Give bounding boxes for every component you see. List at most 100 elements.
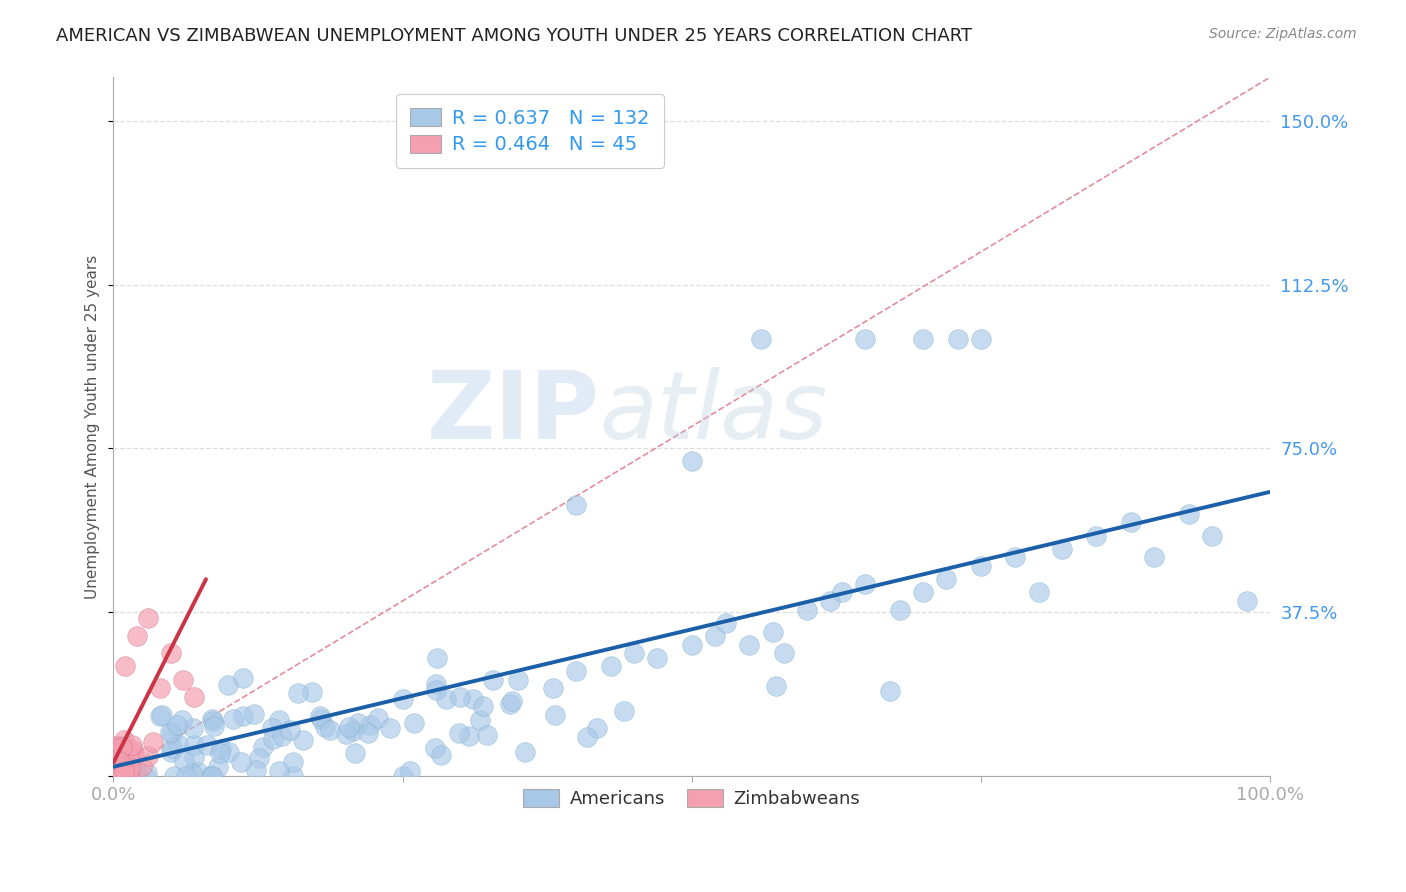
Point bbox=[150, 708, 173, 723]
Point bbox=[1201, 528, 1223, 542]
Point bbox=[167, 737, 190, 751]
Point bbox=[103, 743, 125, 757]
Point bbox=[281, 755, 304, 769]
Point bbox=[108, 762, 131, 776]
Point bbox=[831, 585, 853, 599]
Point bbox=[392, 692, 415, 706]
Point bbox=[911, 332, 934, 346]
Point bbox=[267, 713, 290, 727]
Point bbox=[103, 747, 125, 761]
Point bbox=[513, 745, 536, 759]
Point bbox=[160, 740, 183, 755]
Point bbox=[114, 659, 136, 673]
Point bbox=[252, 739, 274, 754]
Point bbox=[946, 332, 969, 346]
Point bbox=[773, 646, 796, 660]
Text: Source: ZipAtlas.com: Source: ZipAtlas.com bbox=[1209, 27, 1357, 41]
Point bbox=[104, 749, 127, 764]
Point bbox=[103, 741, 125, 756]
Point bbox=[107, 742, 129, 756]
Point bbox=[281, 768, 304, 782]
Point bbox=[576, 731, 599, 745]
Point bbox=[201, 768, 224, 782]
Point bbox=[457, 729, 479, 743]
Point bbox=[122, 768, 145, 782]
Point bbox=[703, 629, 725, 643]
Point bbox=[110, 755, 132, 769]
Point bbox=[121, 739, 143, 753]
Point bbox=[115, 756, 138, 771]
Point bbox=[681, 638, 703, 652]
Point bbox=[319, 723, 342, 737]
Point bbox=[541, 681, 564, 696]
Point bbox=[124, 760, 146, 774]
Point bbox=[267, 764, 290, 778]
Point bbox=[260, 721, 283, 735]
Point bbox=[136, 749, 159, 764]
Point bbox=[508, 673, 530, 687]
Point bbox=[425, 677, 447, 691]
Point bbox=[367, 711, 389, 725]
Point bbox=[149, 681, 172, 696]
Point bbox=[201, 768, 224, 782]
Point bbox=[392, 768, 415, 782]
Point bbox=[399, 764, 422, 778]
Point bbox=[359, 718, 381, 732]
Point bbox=[970, 559, 993, 574]
Point bbox=[599, 659, 621, 673]
Point bbox=[183, 690, 205, 704]
Point bbox=[209, 742, 232, 756]
Point bbox=[378, 721, 401, 735]
Point bbox=[111, 739, 134, 754]
Point bbox=[820, 594, 842, 608]
Text: atlas: atlas bbox=[599, 367, 827, 458]
Point bbox=[585, 722, 607, 736]
Point bbox=[136, 611, 159, 625]
Point bbox=[110, 744, 132, 758]
Point bbox=[111, 740, 134, 755]
Point bbox=[170, 713, 193, 727]
Point bbox=[107, 747, 129, 762]
Point bbox=[209, 746, 232, 760]
Point bbox=[104, 762, 127, 776]
Point bbox=[183, 738, 205, 752]
Point bbox=[449, 690, 471, 704]
Point bbox=[308, 709, 330, 723]
Point bbox=[160, 725, 183, 739]
Point bbox=[357, 726, 380, 740]
Point bbox=[911, 585, 934, 599]
Point bbox=[301, 685, 323, 699]
Point bbox=[716, 615, 738, 630]
Point bbox=[544, 708, 567, 723]
Point bbox=[565, 498, 588, 512]
Point bbox=[245, 763, 267, 777]
Point bbox=[970, 332, 993, 346]
Point bbox=[159, 724, 181, 739]
Point bbox=[131, 758, 153, 772]
Point bbox=[120, 761, 142, 775]
Point bbox=[681, 454, 703, 468]
Point bbox=[471, 698, 494, 713]
Point bbox=[181, 766, 204, 780]
Point bbox=[108, 768, 131, 782]
Point bbox=[229, 756, 252, 770]
Point bbox=[114, 758, 136, 772]
Point bbox=[166, 717, 188, 731]
Point bbox=[935, 572, 957, 586]
Point bbox=[107, 753, 129, 767]
Point bbox=[335, 727, 357, 741]
Point bbox=[125, 768, 148, 782]
Point bbox=[142, 735, 165, 749]
Point bbox=[187, 764, 209, 779]
Point bbox=[163, 768, 186, 782]
Point bbox=[853, 576, 876, 591]
Point bbox=[110, 765, 132, 780]
Text: ZIP: ZIP bbox=[426, 367, 599, 458]
Point bbox=[125, 629, 148, 643]
Point bbox=[174, 768, 197, 782]
Point bbox=[853, 332, 876, 346]
Point bbox=[218, 745, 240, 759]
Point bbox=[195, 738, 218, 752]
Point bbox=[645, 650, 668, 665]
Point bbox=[114, 766, 136, 780]
